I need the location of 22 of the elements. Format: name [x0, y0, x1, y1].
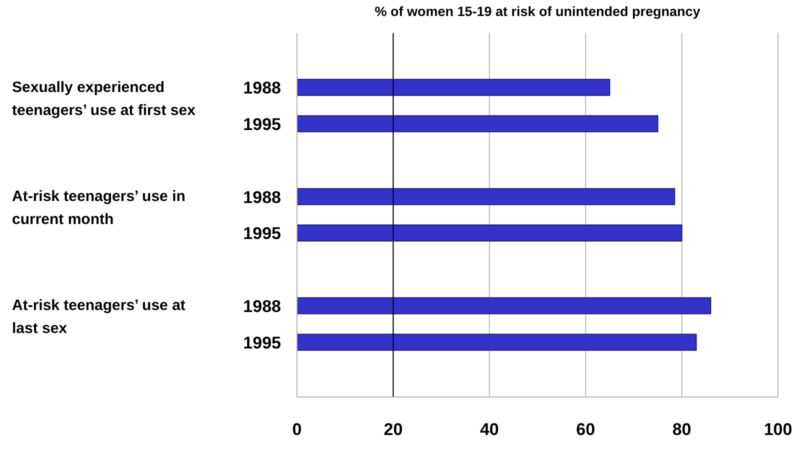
x-tick-label: 60 — [576, 420, 596, 440]
x-tick-label: 20 — [384, 420, 403, 440]
text: Sexually experienced teenagers’ use at first sex — [12, 78, 196, 121]
x-tick-label: 100 — [764, 420, 792, 440]
chart-title: % of women 15-19 at risk of unintended pregnancy — [374, 4, 702, 19]
y-tick-label: 1988 — [243, 297, 281, 316]
y-tick-label: 1995 — [243, 115, 281, 134]
y-tick-label: 1988 — [243, 78, 281, 98]
y-tick-label: 1995 — [243, 333, 281, 352]
x-tick-label: 0 — [292, 420, 302, 440]
x-tick-label: 40 — [480, 420, 499, 440]
bar — [297, 297, 712, 314]
x-tick-label: 80 — [672, 420, 692, 440]
bar — [297, 115, 658, 132]
text: At-risk teenagers’ use in current month — [12, 186, 186, 230]
text: At-risk teenagers’ use at last sex — [12, 296, 186, 339]
y-tick-label: 1988 — [243, 188, 281, 207]
bar — [297, 78, 610, 96]
y-tick-label: 1995 — [243, 224, 281, 244]
bar — [297, 334, 697, 351]
bar — [297, 188, 676, 206]
bar — [297, 224, 682, 242]
